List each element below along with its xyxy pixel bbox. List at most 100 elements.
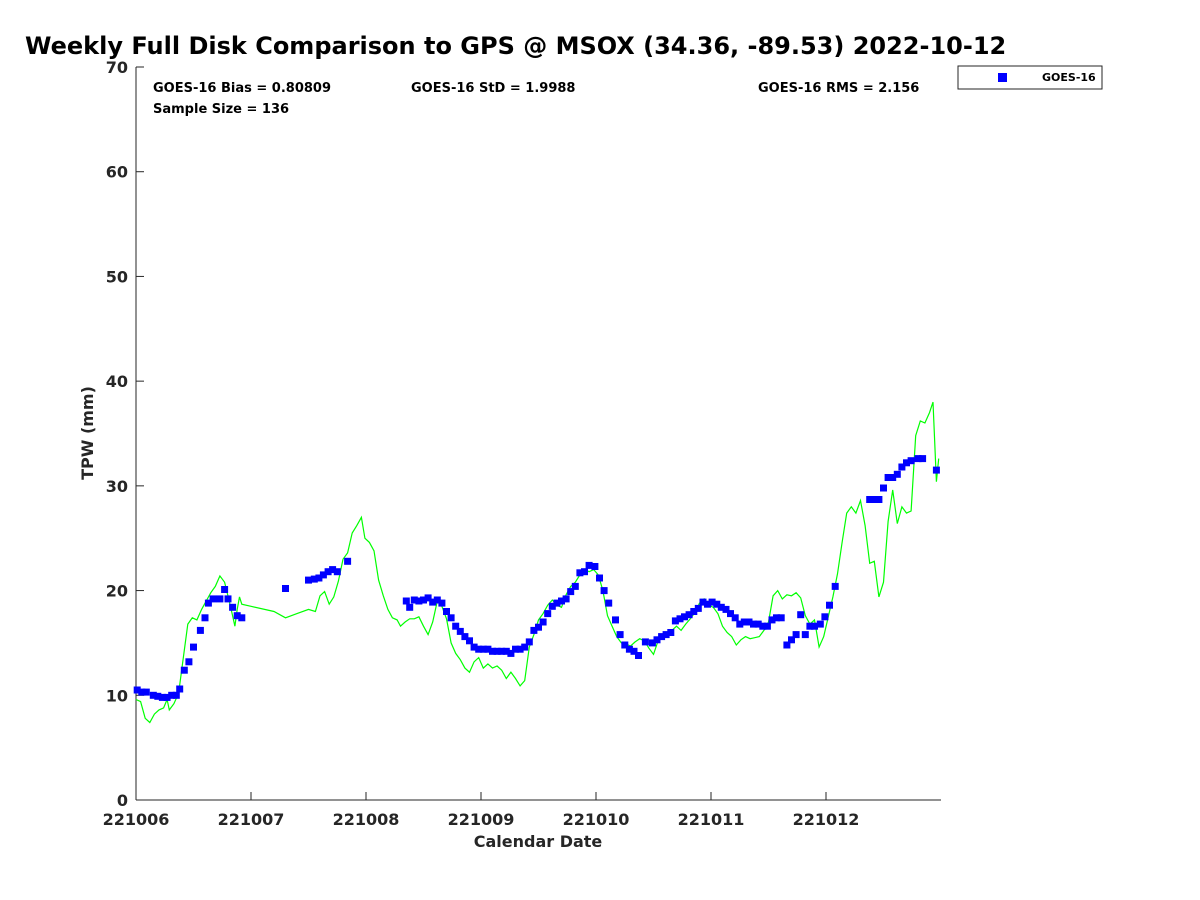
goes-16-point: [914, 455, 922, 463]
goes-16-point: [216, 595, 224, 603]
goes-16-point: [201, 614, 209, 622]
y-tick-label: 60: [106, 163, 128, 182]
goes-16-point: [172, 691, 180, 699]
goes-16-point: [233, 612, 241, 620]
goes-16-point: [919, 455, 927, 463]
chart-title: Weekly Full Disk Comparison to GPS @ MSO…: [25, 32, 1006, 60]
goes-16-point: [736, 620, 744, 628]
goes-16-point: [727, 610, 734, 618]
goes-16-point: [489, 647, 496, 655]
goes-16-point: [548, 602, 556, 610]
goes-16-point: [768, 616, 776, 624]
goes-16-point: [806, 622, 814, 630]
goes-16-point: [470, 643, 478, 651]
goes-16-point: [717, 603, 725, 611]
goes-16-point: [605, 599, 613, 607]
goes-16-point: [410, 596, 418, 604]
goes-16-point: [558, 597, 565, 605]
goes-16-point: [708, 598, 716, 606]
goes-16-point: [866, 496, 874, 503]
goes-16-point: [525, 638, 533, 646]
goes-16-point: [591, 563, 599, 570]
goes-16-point: [149, 691, 157, 699]
goes-16-point: [581, 568, 588, 576]
goes-16-point: [530, 626, 538, 634]
goes-16-point: [544, 610, 552, 618]
goes-16-point: [635, 652, 642, 659]
goes-16-point: [344, 557, 352, 565]
goes-16-point: [676, 615, 684, 623]
goes-16-point: [811, 622, 818, 630]
y-tick-label: 40: [106, 372, 128, 391]
goes-16-point: [282, 585, 289, 592]
goes-16-point: [821, 613, 829, 621]
goes-16-point: [180, 666, 188, 674]
goes-16-point: [690, 608, 698, 615]
goes-16-point: [163, 693, 171, 701]
goes-16-point: [699, 598, 707, 606]
goes-16-point: [190, 643, 197, 651]
goes-16-point: [889, 474, 897, 481]
goes-16-point: [681, 613, 688, 621]
goes-16-point: [433, 596, 441, 604]
goes-16-point: [658, 633, 666, 641]
stat-rms: GOES-16 RMS = 2.156: [758, 81, 919, 96]
y-tick-label: 70: [106, 58, 128, 77]
goes-16-point: [884, 474, 892, 481]
goes-16-point: [567, 588, 575, 596]
x-tick-label: 221008: [333, 810, 400, 829]
goes-16-point: [168, 691, 176, 699]
goes-16-point: [507, 649, 515, 657]
goes-16-point: [750, 620, 757, 628]
x-tick-label: 221009: [448, 810, 515, 829]
goes-16-point: [443, 608, 450, 615]
goes-16-point: [816, 620, 824, 628]
goes-16-point: [498, 647, 506, 655]
stat-sample-size: Sample Size = 136: [153, 102, 289, 117]
goes-16-point: [740, 618, 748, 626]
goes-16-point: [685, 611, 693, 619]
goes-16-point: [763, 622, 771, 630]
goes-16-point: [600, 587, 608, 595]
goes-16-point: [792, 631, 800, 639]
goes-16-point: [713, 600, 721, 608]
goes-16-point: [415, 597, 423, 605]
goes-16-point: [305, 576, 312, 584]
goes-16-point: [521, 643, 529, 651]
goes-16-point: [456, 627, 464, 635]
goes-16-point: [475, 645, 483, 653]
goes-16-point: [324, 568, 332, 576]
goes-16-point: [801, 631, 809, 639]
goes-16-point: [831, 582, 839, 590]
goes-16-point: [875, 496, 883, 503]
goes-16-point: [553, 599, 561, 607]
goes-16-point: [438, 599, 446, 607]
goes-16-point: [209, 595, 217, 603]
goes-16-point: [704, 600, 711, 608]
goes-16-point: [315, 574, 323, 582]
goes-16-point: [648, 639, 656, 647]
goes-16-point: [773, 614, 780, 622]
goes-16-point: [221, 586, 229, 593]
x-tick-label: 221011: [678, 810, 745, 829]
goes-16-point: [671, 617, 679, 625]
legend-label-goes-16: GOES-16: [1042, 71, 1096, 84]
goes-16-point: [694, 604, 702, 612]
y-tick-label: 50: [106, 267, 128, 286]
goes-16-point: [788, 636, 795, 644]
goes-16-point: [484, 645, 492, 653]
goes-16-point: [880, 484, 887, 492]
goes-16-point: [903, 459, 910, 467]
goes-16-point: [229, 603, 237, 611]
goes-16-point: [662, 631, 670, 639]
goes-16-point: [539, 618, 547, 626]
stat-bias: GOES-16 Bias = 0.80809: [153, 81, 331, 96]
goes-16-point: [898, 463, 906, 471]
goes-16-point: [907, 457, 915, 465]
gps-series-line: [135, 401, 940, 724]
goes-16-point: [466, 637, 473, 645]
goes-16-point: [447, 614, 455, 622]
goes-16-point: [238, 614, 246, 622]
y-tick-label: 10: [106, 686, 128, 705]
